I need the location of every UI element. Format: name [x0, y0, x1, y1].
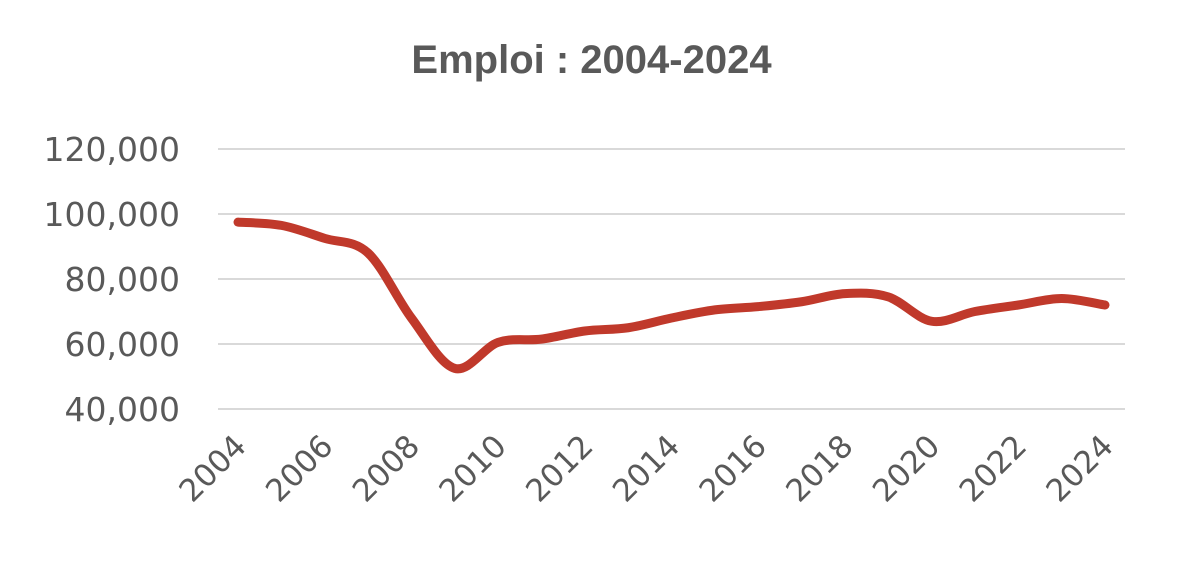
x-tick-label: 2006 [259, 428, 340, 509]
x-tick-label: 2020 [866, 428, 947, 509]
x-tick-label: 2010 [433, 428, 514, 509]
gridlines [218, 148, 1125, 410]
chart-title: Emploi : 2004-2024 [411, 38, 772, 82]
x-tick-label: 2012 [519, 428, 600, 509]
series-layer [233, 217, 1110, 374]
y-tick-label: 40,000 [65, 390, 180, 429]
x-tick-label: 2008 [346, 428, 427, 509]
x-tick-label: 2016 [693, 428, 774, 509]
y-tick-label: 60,000 [65, 325, 180, 364]
series-line [233, 217, 1110, 374]
y-tick-label: 120,000 [44, 130, 180, 169]
x-tick-label: 2018 [779, 428, 860, 509]
y-tick-label: 100,000 [44, 195, 180, 234]
y-axis-ticks: 120,000 100,000 80,000 60,000 40,000 [44, 130, 180, 429]
x-tick-label: 2004 [172, 428, 253, 509]
x-axis-ticks: 2004 2006 2008 2010 2012 2014 2016 2018 2020 2022… [172, 428, 1120, 509]
x-tick-label: 2024 [1039, 428, 1120, 509]
y-tick-label: 80,000 [65, 260, 180, 299]
x-tick-label: 2014 [606, 428, 687, 509]
x-tick-label: 2022 [953, 428, 1034, 509]
